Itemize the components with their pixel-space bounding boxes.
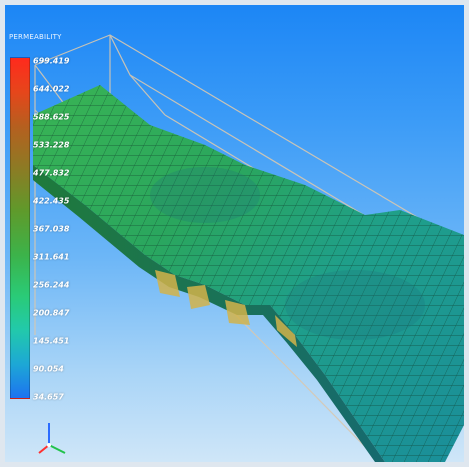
- legend-tick-367: 367.038: [33, 224, 70, 234]
- legend-tick-256: 256.244: [33, 280, 70, 290]
- legend-tick-588: 588.625: [33, 112, 70, 122]
- legend-tick-422: 422.435: [33, 196, 70, 206]
- legend-tick-477: 477.832: [33, 168, 70, 178]
- reservoir-mesh-canvas[interactable]: [5, 5, 464, 462]
- legend-tick-699: 699.419: [33, 56, 70, 66]
- legend-tick-200: 200.847: [33, 308, 70, 318]
- 3d-viewport[interactable]: PERMEABILITY 699.419 644.022 588.625 533…: [5, 5, 464, 462]
- xyz-axes-triad-icon: [38, 423, 66, 454]
- legend-tick-34: 34.657: [33, 392, 64, 402]
- legend-tick-644: 644.022: [33, 84, 70, 94]
- mesh-surface[interactable]: [33, 85, 464, 462]
- mesh-front-edge: [33, 165, 385, 462]
- legend-tick-311: 311.641: [33, 252, 70, 262]
- legend-title: PERMEABILITY: [9, 33, 62, 41]
- legend-tick-145: 145.451: [33, 336, 70, 346]
- legend-tick-90: 90.054: [33, 364, 64, 374]
- legend-tick-533: 533.228: [33, 140, 70, 150]
- permeability-colorbar: [10, 57, 30, 399]
